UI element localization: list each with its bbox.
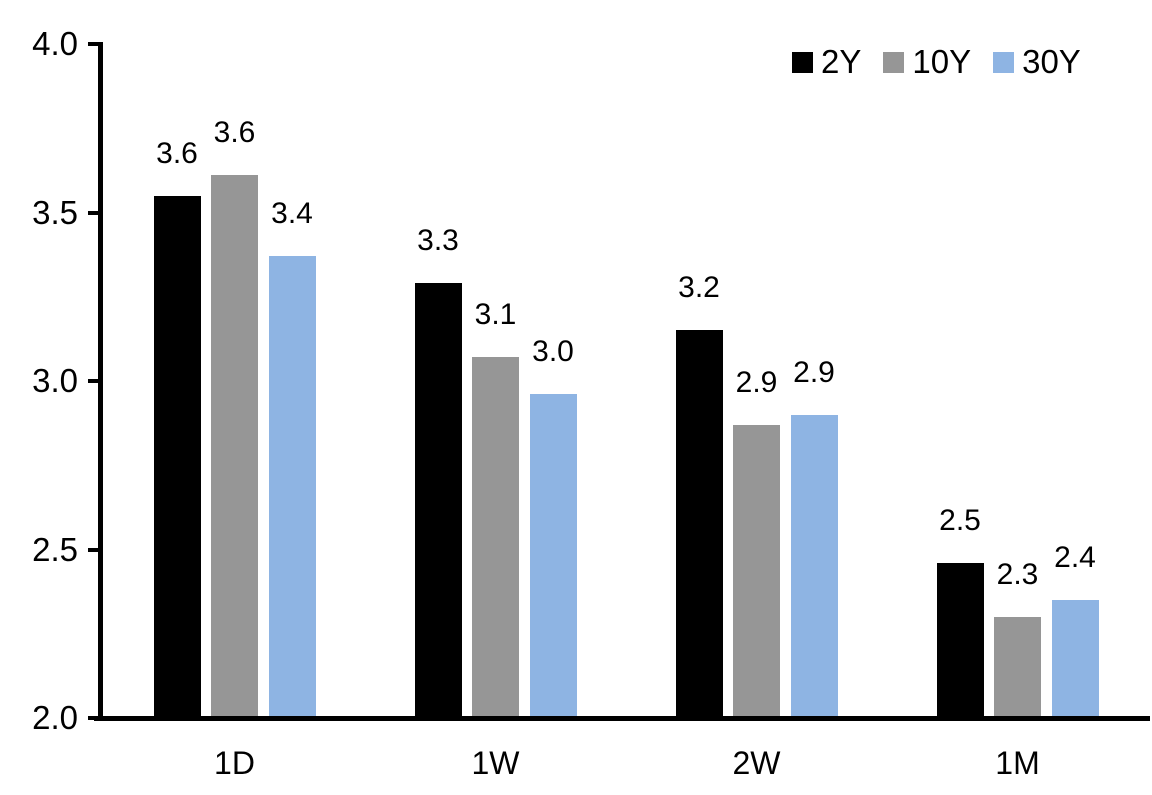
y-tick-mark xyxy=(88,42,98,46)
x-axis-line xyxy=(94,716,1150,721)
legend-item-2Y: 2Y xyxy=(792,45,861,79)
bar-2Y-1D xyxy=(153,195,201,716)
bar-2Y-2W xyxy=(675,330,723,716)
bar-30Y-1W xyxy=(529,394,577,716)
bar-30Y-1M xyxy=(1051,600,1099,716)
y-axis-line xyxy=(98,42,103,721)
bar-value-label-30Y-2W: 2.9 xyxy=(793,355,835,389)
y-tick-label: 2.5 xyxy=(32,530,78,568)
bar-30Y-1D xyxy=(268,256,316,716)
bar-10Y-1D xyxy=(211,175,258,716)
bar-value-label-10Y-1D: 3.6 xyxy=(213,116,256,150)
x-category-label-2W: 2W xyxy=(732,745,781,781)
bar-value-label-10Y-2W: 2.9 xyxy=(735,365,778,399)
legend-item-30Y: 30Y xyxy=(993,45,1081,79)
y-tick-mark xyxy=(88,547,98,552)
bar-value-label-2Y-1W: 3.3 xyxy=(417,224,459,258)
legend-label-30Y: 30Y xyxy=(1022,43,1081,80)
bar-2Y-1M xyxy=(936,562,984,716)
legend: 2Y 10Y 30Y xyxy=(792,45,1081,79)
y-tick-label: 4.0 xyxy=(32,25,78,62)
bar-10Y-2W xyxy=(733,424,780,716)
x-category-label-1D: 1D xyxy=(214,745,255,781)
bar-30Y-2W xyxy=(790,414,838,716)
y-tick-label: 3.5 xyxy=(32,193,78,231)
bar-value-label-30Y-1M: 2.4 xyxy=(1054,541,1096,575)
bar-10Y-1W xyxy=(472,357,519,716)
y-tick-label: 2.0 xyxy=(32,699,78,736)
legend-label-2Y: 2Y xyxy=(821,43,862,80)
y-tick-mark xyxy=(88,210,98,215)
legend-item-10Y: 10Y xyxy=(883,45,971,79)
bar-value-label-2Y-1M: 2.5 xyxy=(939,503,981,537)
y-tick-mark xyxy=(88,379,98,383)
bar-value-label-10Y-1W: 3.1 xyxy=(474,298,517,332)
bar-10Y-1M xyxy=(994,616,1041,716)
legend-label-10Y: 10Y xyxy=(912,43,972,80)
bar-value-label-2Y-1D: 3.6 xyxy=(156,136,198,170)
y-tick-label: 3.0 xyxy=(32,362,78,399)
bar-value-label-2Y-2W: 3.2 xyxy=(678,271,720,305)
bar-2Y-1W xyxy=(414,283,462,716)
x-category-label-1M: 1M xyxy=(995,745,1040,781)
legend-swatch-30Y xyxy=(993,51,1015,73)
legend-swatch-10Y xyxy=(883,51,905,73)
y-tick-mark xyxy=(88,716,98,720)
bar-value-label-10Y-1M: 2.3 xyxy=(996,557,1039,591)
x-category-label-1W: 1W xyxy=(471,745,520,781)
legend-swatch-2Y xyxy=(792,51,813,73)
bar-value-label-30Y-1W: 3.0 xyxy=(532,335,574,369)
bar-value-label-30Y-1D: 3.4 xyxy=(271,197,313,231)
